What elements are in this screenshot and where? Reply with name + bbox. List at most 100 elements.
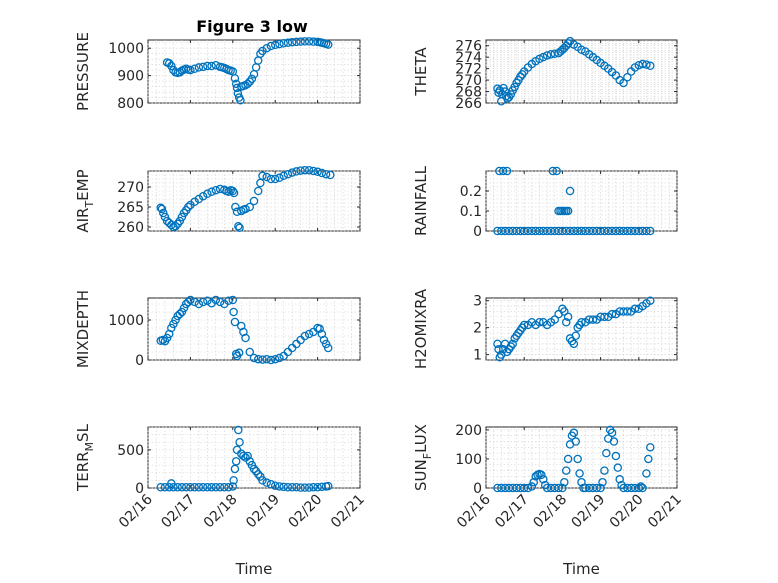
- x-tick-label: 02/16: [116, 491, 156, 531]
- data-point: [258, 355, 267, 364]
- data-point: [313, 482, 322, 492]
- data-point: [321, 339, 331, 349]
- data-point: [230, 74, 240, 83]
- data-point: [266, 174, 276, 184]
- data-point: [535, 318, 544, 327]
- data-point: [646, 226, 655, 236]
- data-point: [262, 43, 271, 53]
- data-point: [270, 354, 280, 364]
- data-point: [493, 84, 502, 93]
- data-point: [194, 63, 204, 72]
- data-point: [194, 482, 204, 492]
- data-point: [190, 197, 199, 207]
- data-point: [323, 40, 333, 49]
- y-tick-label: 0: [135, 481, 144, 497]
- data-point: [315, 324, 324, 334]
- x-tick-label: 02/18: [530, 492, 570, 532]
- y-axis-label: THETA: [412, 47, 430, 97]
- data-point: [243, 451, 252, 461]
- data-point: [275, 173, 284, 183]
- y-axis-label: MIXDEPTH: [74, 290, 92, 368]
- data-point: [159, 208, 168, 218]
- data-point: [313, 167, 322, 177]
- data-point: [236, 96, 245, 105]
- data-point: [644, 454, 653, 464]
- x-tick-label: 02/17: [492, 492, 532, 532]
- y-axis-label: H2OMIXRA: [412, 288, 430, 369]
- data-point: [283, 38, 293, 47]
- data-point: [575, 469, 584, 478]
- data-point: [300, 483, 310, 492]
- data-point: [638, 59, 647, 69]
- data-point: [262, 172, 271, 182]
- data-point: [607, 428, 617, 438]
- data-point: [646, 296, 655, 305]
- y-tick-label: 0: [473, 224, 482, 240]
- data-point: [156, 482, 165, 492]
- data-point: [194, 299, 204, 309]
- data-point: [279, 482, 288, 492]
- data-point: [249, 353, 259, 363]
- data-point: [253, 354, 263, 364]
- y-axis-label: RAINFALL: [412, 165, 430, 236]
- y-tick-label: 1000: [108, 313, 144, 329]
- y-tick-label: 270: [117, 180, 144, 196]
- data-point: [253, 186, 263, 196]
- data-point: [326, 170, 335, 180]
- data-point: [642, 226, 651, 236]
- data-point: [198, 297, 208, 307]
- subplot-terr_msl: 02/16 02/17 02/18 02/19 02/20 02/21 0 500 TERRMS…: [74, 423, 368, 578]
- data-point: [190, 64, 199, 74]
- data-point: [508, 339, 517, 349]
- data-point: [247, 74, 257, 84]
- data-point: [258, 171, 267, 181]
- data-point: [560, 477, 569, 487]
- data-point: [157, 204, 167, 214]
- data-point: [249, 196, 259, 206]
- subplot-mixdepth: 0 1000 MIXDEPTH: [74, 290, 361, 369]
- data-point: [234, 348, 244, 358]
- data-point: [577, 318, 586, 327]
- data-point: [304, 165, 314, 175]
- data-point: [258, 46, 267, 56]
- data-point: [175, 216, 185, 226]
- y-tick-label: 274: [455, 50, 482, 66]
- data-point: [638, 483, 647, 493]
- data-point: [561, 466, 571, 475]
- data-point: [245, 347, 255, 357]
- data-point: [184, 202, 193, 212]
- data-point: [177, 482, 187, 492]
- data-point: [623, 72, 632, 82]
- data-point: [596, 483, 605, 493]
- data-point: [613, 463, 623, 472]
- data-point: [275, 482, 284, 491]
- data-point: [558, 483, 567, 493]
- data-point: [198, 62, 208, 72]
- data-point: [510, 82, 519, 92]
- data-point: [548, 166, 558, 176]
- y-axis-label: SUNFLUX: [412, 424, 434, 491]
- data-point: [523, 483, 533, 493]
- data-point: [571, 437, 581, 446]
- data-point: [300, 37, 310, 46]
- x-tick-label: 02/17: [158, 492, 198, 532]
- data-point: [181, 482, 191, 492]
- data-point: [317, 168, 327, 178]
- data-point: [296, 483, 305, 492]
- data-point: [186, 65, 195, 75]
- data-point: [563, 39, 573, 48]
- data-point: [234, 221, 243, 231]
- data-point: [235, 223, 244, 233]
- data-point: [623, 307, 632, 316]
- data-point: [600, 312, 609, 322]
- data-point: [179, 303, 189, 313]
- data-point: [309, 166, 318, 176]
- data-point: [607, 309, 617, 319]
- data-point: [203, 189, 212, 199]
- y-tick-label: 200: [455, 423, 482, 439]
- data-point: [304, 37, 314, 46]
- data-point: [646, 443, 655, 452]
- data-point: [160, 482, 170, 492]
- data-point: [266, 479, 276, 489]
